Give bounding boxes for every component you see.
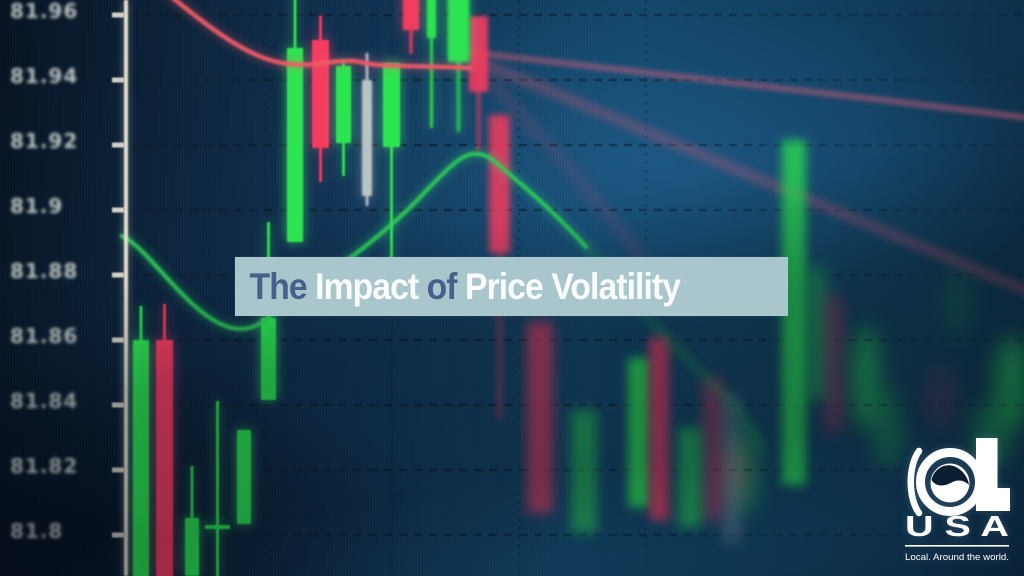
candle-up bbox=[678, 428, 702, 527]
logo-eye-wave-icon bbox=[931, 465, 969, 486]
candle-body bbox=[336, 66, 351, 143]
candle-up bbox=[336, 60, 351, 176]
axis-tick bbox=[112, 12, 124, 18]
y-axis-label: 81.88 bbox=[10, 259, 78, 283]
candle-body bbox=[826, 295, 842, 432]
candle-body bbox=[156, 340, 173, 576]
candle-body bbox=[403, 0, 419, 30]
candle-up bbox=[133, 306, 149, 576]
axis-tick bbox=[112, 142, 124, 148]
y-axis-label: 81.86 bbox=[10, 324, 78, 348]
candle-up bbox=[782, 140, 806, 485]
axis-tick bbox=[112, 402, 124, 408]
title-segment: Impact bbox=[315, 266, 427, 307]
logo-region: U S A bbox=[905, 511, 1009, 543]
logo-tagline: Local. Around the world. bbox=[905, 552, 1009, 563]
candle-body bbox=[806, 268, 826, 400]
candle-wick bbox=[430, 0, 433, 128]
bokeh-blob bbox=[947, 266, 967, 338]
logo-letter-l bbox=[976, 438, 1010, 511]
candle-body bbox=[703, 378, 723, 520]
candle-down bbox=[826, 295, 842, 432]
logo-divider bbox=[905, 545, 1009, 547]
candle-down bbox=[649, 337, 669, 520]
candle-body bbox=[133, 340, 149, 576]
candle-body bbox=[312, 40, 329, 148]
axis-tick bbox=[112, 272, 124, 278]
axis-tick bbox=[112, 532, 124, 538]
y-axis-label: 81.9 bbox=[10, 194, 63, 218]
bokeh-blob bbox=[928, 368, 954, 428]
candle-wick bbox=[832, 295, 836, 432]
candle-body bbox=[678, 428, 702, 527]
axis-tick bbox=[112, 337, 124, 343]
candle-up bbox=[571, 410, 597, 533]
candle-up bbox=[185, 466, 199, 576]
page-title: The Impact of Price Volatility bbox=[235, 266, 681, 307]
title-segment: of bbox=[426, 266, 466, 307]
candle-body bbox=[724, 395, 740, 542]
logo-paren-icon bbox=[907, 447, 923, 517]
candle-up bbox=[806, 268, 826, 400]
candle-down bbox=[403, 0, 419, 54]
ol-usa-logo: U S A Local. Around the world. bbox=[905, 438, 1010, 563]
doji-cross bbox=[205, 525, 230, 529]
candle-body bbox=[261, 318, 276, 400]
candle-down bbox=[469, 16, 488, 152]
candle-neutral bbox=[724, 395, 740, 542]
candle-body bbox=[448, 0, 469, 62]
axis-tick bbox=[112, 467, 124, 473]
candle-body bbox=[571, 410, 597, 533]
candle-body bbox=[237, 430, 251, 524]
candle-body bbox=[216, 401, 219, 576]
candle-down bbox=[312, 16, 329, 182]
candle-body bbox=[489, 115, 510, 253]
candle-wick bbox=[390, 63, 393, 287]
candle-body bbox=[527, 322, 553, 513]
ma-green-line bbox=[120, 151, 588, 332]
y-axis-label: 81.84 bbox=[10, 389, 78, 413]
y-axis-label: 81.82 bbox=[10, 454, 78, 478]
candle-neutral bbox=[362, 53, 372, 206]
candle-body bbox=[287, 48, 303, 242]
candle-wick bbox=[814, 268, 818, 400]
candle-up bbox=[237, 430, 251, 524]
axis-tick bbox=[112, 77, 124, 83]
bokeh-blob bbox=[723, 442, 747, 502]
candle-down bbox=[527, 322, 553, 513]
title-banner: The Impact of Price Volatility bbox=[235, 257, 788, 316]
ma-red-fan-2 bbox=[471, 55, 1024, 295]
bokeh-blob bbox=[851, 326, 881, 430]
candle-body bbox=[185, 518, 199, 576]
ma-red-line bbox=[171, 0, 473, 71]
candle-up bbox=[383, 63, 400, 287]
y-axis-label: 81.8 bbox=[10, 519, 63, 543]
candle-body bbox=[782, 140, 806, 485]
bokeh-blob bbox=[875, 388, 901, 468]
candle-body bbox=[427, 0, 436, 38]
title-segment: Price Volatility bbox=[465, 266, 681, 307]
candle-wick bbox=[730, 395, 734, 542]
axis-tick bbox=[112, 207, 124, 213]
candle-body bbox=[649, 337, 669, 520]
title-segment: The bbox=[249, 266, 316, 307]
price-axis-line bbox=[124, 0, 128, 576]
candle-up bbox=[205, 401, 230, 576]
candle-down bbox=[703, 378, 723, 520]
candle-body bbox=[469, 16, 488, 92]
candle-up bbox=[427, 0, 436, 128]
candle-body bbox=[362, 80, 372, 196]
candle-body bbox=[383, 63, 400, 147]
candle-up bbox=[287, 0, 303, 242]
y-axis-label: 81.94 bbox=[10, 64, 78, 88]
candle-body bbox=[628, 358, 650, 507]
candle-down bbox=[156, 304, 173, 576]
candle-up bbox=[628, 358, 650, 507]
y-axis-label: 81.92 bbox=[10, 129, 78, 153]
y-axis-label: 81.96 bbox=[10, 0, 78, 23]
candle-wick bbox=[711, 378, 715, 520]
ma-red-fan-1 bbox=[465, 49, 1024, 121]
